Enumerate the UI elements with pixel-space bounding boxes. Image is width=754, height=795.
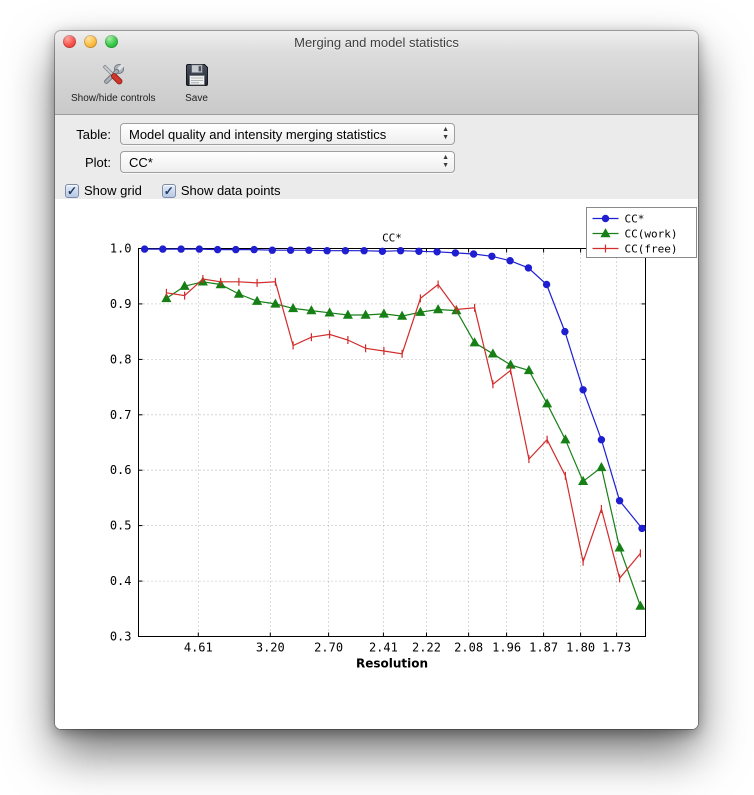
y-tick-label: 0.7 [110, 408, 132, 422]
series-line-1 [166, 281, 641, 607]
x-tick-label: 1.87 [529, 641, 558, 655]
close-button[interactable] [63, 35, 76, 48]
y-tick-label: 0.3 [110, 630, 132, 644]
checkbox-icon: ✓ [161, 183, 176, 198]
plot-frame [138, 248, 646, 637]
x-tick-label: 1.80 [566, 641, 595, 655]
toolbar: Show/hide controls [55, 53, 698, 115]
zoom-button[interactable] [105, 35, 118, 48]
x-tick-label: 3.20 [256, 641, 285, 655]
show-grid-checkbox[interactable]: ✓ Show grid [65, 183, 142, 198]
window-title: Merging and model statistics [294, 34, 459, 50]
figure-canvas: 0.3 0.4 0.5 0.6 0.7 0.8 0.9 1.0 4.61 3.20 2.70 2.41… [55, 199, 698, 729]
show-grid-label: Show grid [84, 183, 142, 198]
y-tick-label: 1.0 [110, 242, 132, 256]
app-window: Merging and model statistics Show/hide [55, 31, 698, 729]
y-tick-label: 0.4 [110, 574, 132, 588]
x-axis-label: Resolution [356, 657, 428, 671]
legend-label: CC(free) [625, 243, 678, 256]
save-icon [184, 58, 210, 92]
x-tick-label: 4.61 [184, 641, 213, 655]
save-button[interactable]: Save [178, 57, 216, 105]
chart: 0.3 0.4 0.5 0.6 0.7 0.8 0.9 1.0 4.61 3.20 2.70 2.41… [110, 207, 697, 671]
checkbox-icon: ✓ [65, 183, 79, 198]
traffic-lights [63, 35, 118, 48]
y-tick-label: 0.6 [110, 463, 132, 477]
plot-select[interactable]: CC* ▲ ▼ [120, 151, 455, 173]
table-select-value: Model quality and intensity merging stat… [129, 126, 387, 142]
legend-label: CC(work) [625, 228, 678, 241]
x-tick-label: 1.96 [492, 641, 521, 655]
plot-label: Plot: [84, 154, 111, 170]
table-select[interactable]: Model quality and intensity merging stat… [120, 123, 455, 145]
x-tick-label: 1.73 [602, 641, 631, 655]
chart-title: CC* [382, 232, 402, 245]
show-data-points-checkbox[interactable]: ✓ Show data points [161, 183, 281, 198]
toolbar-button-label: Save [185, 93, 208, 104]
toolbar-button-label: Show/hide controls [71, 93, 156, 104]
controls-panel: Table: Model quality and intensity mergi… [55, 115, 698, 199]
series-line-0 [144, 248, 643, 529]
table-label: Table: [76, 126, 111, 142]
plot-select-value: CC* [129, 154, 153, 170]
minimize-button[interactable] [84, 35, 97, 48]
x-tick-label: 2.22 [412, 641, 441, 655]
show-hide-controls-button[interactable]: Show/hide controls [65, 57, 162, 105]
legend-label: CC* [625, 213, 645, 226]
select-arrows-icon: ▲ ▼ [442, 154, 449, 169]
y-tick-label: 0.8 [110, 352, 132, 366]
x-tick-label: 2.41 [369, 641, 398, 655]
tools-icon [97, 58, 129, 92]
x-tick-label: 2.08 [454, 641, 483, 655]
series-line-2 [166, 278, 641, 580]
select-arrows-icon: ▲ ▼ [442, 126, 449, 141]
titlebar[interactable]: Merging and model statistics [55, 31, 698, 53]
x-tick-label: 2.70 [314, 641, 343, 655]
y-tick-label: 0.5 [110, 519, 132, 533]
y-tick-label: 0.9 [110, 297, 132, 311]
show-data-points-label: Show data points [180, 183, 281, 198]
